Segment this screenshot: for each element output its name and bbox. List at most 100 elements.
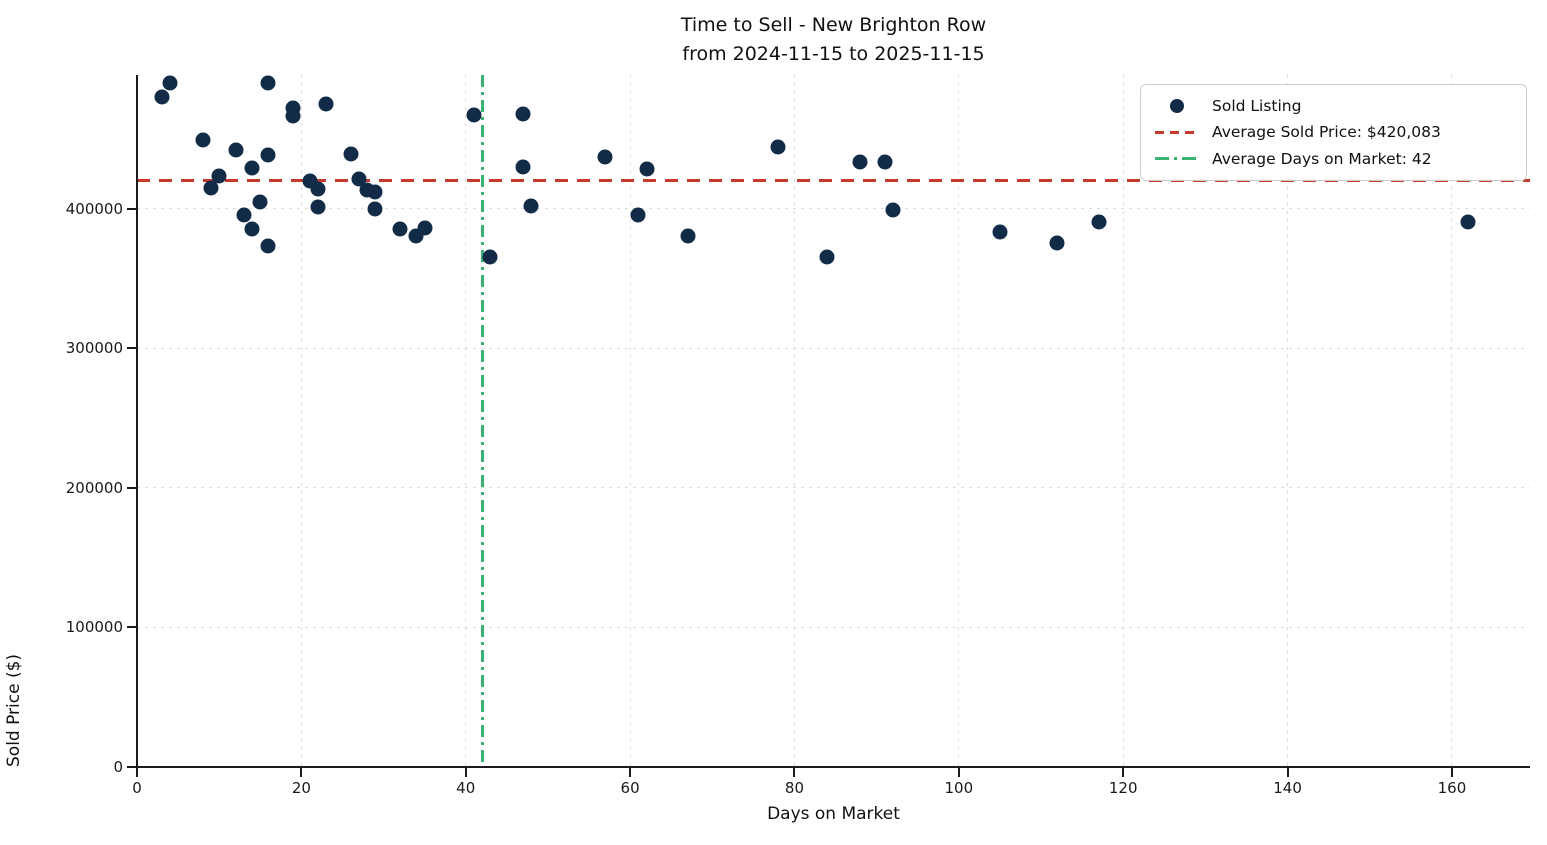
x-tick: [136, 767, 138, 777]
dashdot-line-icon: [1155, 157, 1199, 161]
scatter-point: [310, 181, 326, 197]
legend-label: Average Sold Price: $420,083: [1212, 123, 1441, 142]
gridline-vertical: [958, 75, 960, 767]
chart-subtitle: from 2024-11-15 to 2025-11-15: [682, 43, 985, 65]
x-tick-label: 160: [1437, 778, 1467, 797]
scatter-point: [819, 249, 835, 265]
y-tick-label: 400000: [65, 199, 123, 218]
scatter-point: [770, 139, 786, 155]
y-tick: [127, 347, 136, 349]
avg-days-on-market-line: [480, 75, 484, 767]
dashed-line-icon: [1155, 130, 1199, 134]
x-tick-label: 140: [1273, 778, 1302, 797]
y-tick-label: 200000: [65, 478, 123, 497]
scatter-point: [1091, 214, 1107, 230]
x-tick: [793, 767, 796, 777]
avg-sold-price-line: [137, 178, 1530, 182]
x-tick: [1450, 767, 1453, 777]
legend: Sold Listing Average Sold Price: $420,08…: [1140, 84, 1527, 181]
x-tick: [464, 767, 467, 777]
x-tick-label: 40: [456, 778, 476, 797]
x-axis-label: Days on Market: [767, 804, 900, 824]
scatter-point: [236, 207, 252, 223]
scatter-point: [367, 184, 383, 200]
scatter-point: [515, 159, 531, 175]
x-tick: [1286, 767, 1289, 777]
gridline-horizontal: [137, 347, 1530, 349]
scatter-point: [877, 154, 893, 170]
x-tick: [1122, 767, 1125, 777]
scatter-point: [252, 194, 268, 210]
scatter-point: [244, 221, 260, 237]
y-tick-label: 100000: [65, 618, 123, 636]
gridline-vertical: [1451, 75, 1453, 767]
gridline-vertical: [1287, 75, 1289, 767]
scatter-point: [630, 207, 646, 223]
scatter-point: [639, 161, 655, 177]
sold-listing-dot-icon: [1155, 99, 1199, 114]
x-tick: [300, 767, 303, 777]
gridline-vertical: [629, 75, 631, 767]
legend-label: Average Days on Market: 42: [1212, 149, 1432, 168]
gridline-vertical: [300, 75, 302, 767]
scatter-point: [852, 154, 868, 170]
gridline-vertical: [1122, 75, 1124, 767]
scatter-point: [318, 96, 334, 112]
legend-item-avg-sold-price: Average Sold Price: $420,083: [1155, 119, 1512, 145]
scatter-point: [154, 89, 170, 105]
bottom-spine: [136, 765, 1530, 768]
x-tick-label: 100: [944, 778, 974, 797]
left-spine: [136, 75, 138, 768]
scatter-point: [515, 106, 531, 122]
chart-title: Time to Sell - New Brighton Row: [680, 14, 987, 36]
scatter-point: [195, 132, 211, 148]
scatter-point: [992, 224, 1008, 240]
scatter-point: [392, 221, 408, 237]
scatter-point: [260, 75, 276, 91]
scatter-point: [482, 249, 498, 265]
x-tick-label: 120: [1108, 778, 1138, 797]
x-tick-label: 0: [132, 778, 142, 797]
scatter-point: [523, 198, 539, 214]
x-tick-label: 80: [784, 778, 804, 797]
legend-label: Sold Listing: [1212, 97, 1302, 116]
x-tick-label: 20: [291, 778, 311, 797]
x-tick: [957, 767, 960, 777]
scatter-point: [1049, 235, 1065, 251]
y-axis-label: Sold Price ($): [4, 653, 24, 767]
scatter-point: [466, 107, 482, 123]
scatter-point: [310, 199, 326, 215]
scatter-point: [1460, 214, 1476, 230]
scatter-point: [885, 202, 901, 218]
y-tick: [127, 486, 136, 489]
scatter-point: [285, 108, 301, 124]
gridline-horizontal: [137, 626, 1530, 628]
scatter-point: [228, 142, 244, 158]
y-tick: [127, 626, 136, 628]
gridline-horizontal: [137, 208, 1530, 209]
x-tick-label: 60: [620, 778, 640, 797]
scatter-point: [211, 168, 227, 184]
scatter-point: [680, 228, 696, 244]
scatter-point: [162, 75, 178, 91]
scatter-point: [417, 220, 433, 236]
gridline-vertical: [793, 75, 795, 767]
scatter-point: [244, 160, 260, 176]
scatter-point: [260, 147, 276, 163]
legend-item-avg-days: Average Days on Market: 42: [1155, 146, 1512, 172]
scatter-point: [367, 201, 383, 216]
chart-title-block: Time to Sell - New Brighton Row from 202…: [137, 11, 1530, 69]
y-tick-label: 0: [113, 757, 123, 776]
legend-item-sold-listing: Sold Listing: [1155, 93, 1512, 119]
scatter-point: [343, 146, 359, 162]
x-tick: [629, 767, 632, 777]
scatter-point: [203, 180, 219, 196]
gridline-vertical: [465, 75, 467, 767]
scatter-point: [260, 238, 276, 254]
y-tick: [127, 207, 136, 210]
y-tick: [127, 765, 136, 768]
gridline-horizontal: [137, 487, 1530, 488]
scatter-point: [597, 149, 613, 165]
y-tick-label: 300000: [65, 339, 123, 357]
